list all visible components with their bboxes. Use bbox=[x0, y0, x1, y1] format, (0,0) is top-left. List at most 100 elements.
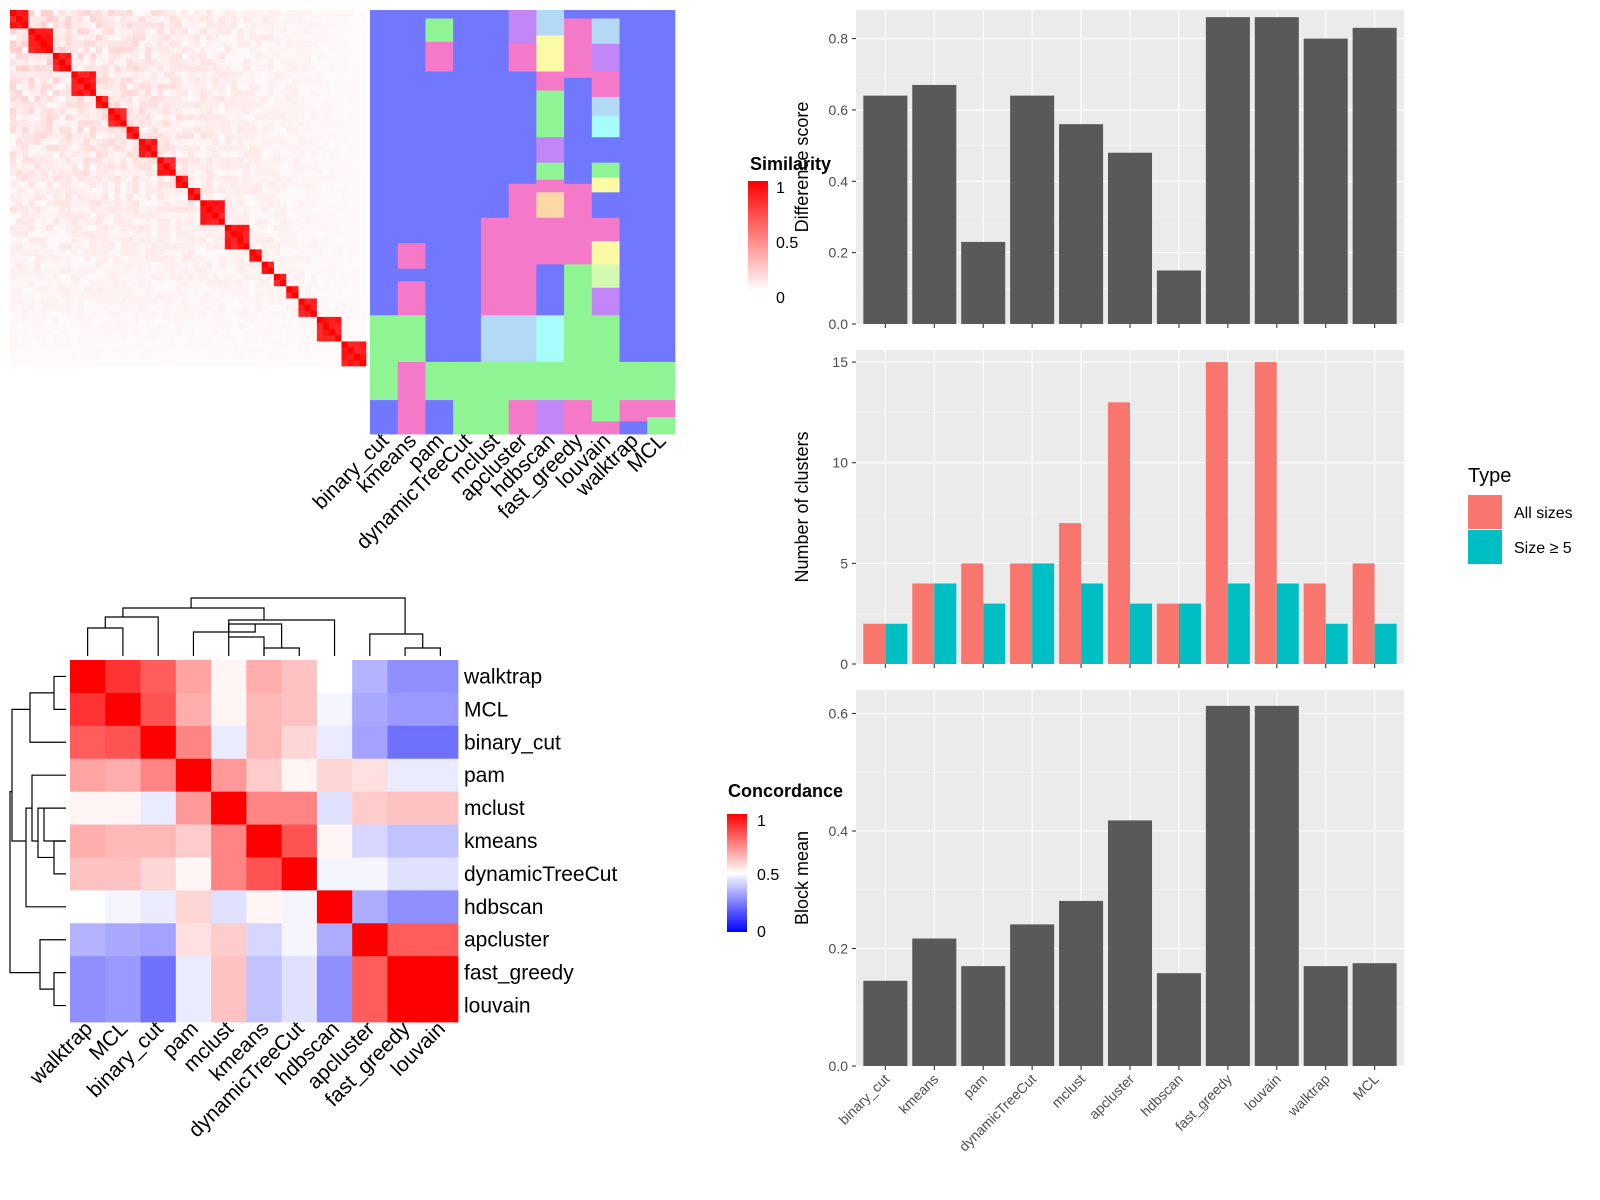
similarity-cell bbox=[310, 292, 318, 299]
similarity-cell bbox=[108, 89, 115, 97]
similarity-cell bbox=[108, 28, 115, 35]
similarity-cell bbox=[126, 71, 134, 78]
similarity-cell bbox=[255, 138, 263, 146]
similarity-cell bbox=[169, 46, 177, 54]
similarity-cell bbox=[34, 206, 42, 213]
similarity-cell bbox=[169, 138, 177, 146]
similarity-cell bbox=[310, 40, 318, 48]
similarity-cell bbox=[65, 83, 72, 91]
similarity-cell bbox=[77, 157, 85, 164]
similarity-cell bbox=[120, 347, 127, 355]
similarity-cell bbox=[34, 163, 42, 170]
similarity-cell bbox=[273, 151, 281, 158]
similarity-cell bbox=[40, 65, 48, 72]
similarity-cell bbox=[267, 145, 275, 152]
similarity-cell bbox=[347, 46, 355, 54]
similarity-cell bbox=[310, 65, 318, 72]
similarity-cell bbox=[28, 237, 35, 244]
cluster-cell bbox=[564, 10, 593, 19]
similarity-cell bbox=[145, 71, 152, 78]
similarity-cell bbox=[108, 353, 115, 361]
similarity-cell bbox=[188, 347, 195, 355]
similarity-cell bbox=[273, 138, 281, 146]
similarity-cell bbox=[249, 138, 256, 146]
similarity-cell bbox=[16, 249, 23, 256]
similarity-cell bbox=[157, 237, 164, 244]
similarity-cell bbox=[28, 89, 35, 97]
similarity-cell bbox=[89, 341, 97, 348]
similarity-cell bbox=[40, 28, 48, 35]
concordance-cell bbox=[246, 791, 283, 825]
similarity-cell bbox=[132, 71, 140, 78]
similarity-cell bbox=[40, 298, 48, 305]
similarity-cell bbox=[286, 157, 293, 164]
similarity-cell bbox=[249, 206, 256, 213]
similarity-cell bbox=[359, 353, 367, 361]
similarity-cell bbox=[188, 114, 195, 121]
similarity-cell bbox=[77, 200, 85, 207]
similarity-cell bbox=[200, 83, 207, 91]
similarity-cell bbox=[120, 341, 127, 348]
dendrogram-link bbox=[192, 624, 256, 656]
similarity-cell bbox=[224, 200, 232, 207]
cluster-cell bbox=[508, 183, 537, 219]
x-tick-label: kmeans bbox=[895, 1071, 941, 1117]
similarity-cell bbox=[52, 151, 60, 158]
similarity-cell bbox=[22, 292, 29, 299]
similarity-cell bbox=[292, 10, 299, 17]
similarity-cell bbox=[28, 200, 35, 207]
similarity-cell bbox=[292, 206, 299, 213]
similarity-cell bbox=[323, 10, 330, 17]
bar bbox=[1352, 963, 1397, 1066]
similarity-cell bbox=[175, 175, 183, 183]
similarity-cell bbox=[316, 273, 324, 281]
similarity-cell bbox=[77, 212, 85, 220]
similarity-cell bbox=[273, 304, 281, 312]
similarity-cell bbox=[151, 163, 158, 170]
similarity-cell bbox=[46, 22, 54, 29]
similarity-cell bbox=[194, 329, 201, 336]
similarity-cell bbox=[34, 95, 42, 103]
similarity-cell bbox=[22, 52, 29, 60]
similarity-cell bbox=[120, 40, 127, 48]
similarity-cell bbox=[52, 40, 60, 48]
similarity-cell bbox=[169, 120, 177, 127]
similarity-cell bbox=[261, 224, 269, 232]
bar bbox=[1205, 17, 1250, 324]
similarity-cell bbox=[237, 181, 244, 189]
similarity-cell bbox=[59, 188, 66, 195]
similarity-cell bbox=[175, 249, 183, 256]
similarity-cell bbox=[255, 310, 263, 318]
similarity-cell bbox=[114, 175, 121, 183]
similarity-cell bbox=[120, 102, 127, 109]
similarity-cell bbox=[16, 120, 23, 127]
similarity-cell bbox=[298, 114, 305, 121]
similarity-cell bbox=[237, 157, 244, 164]
similarity-cell bbox=[175, 292, 183, 299]
similarity-cell bbox=[102, 249, 109, 256]
similarity-cell bbox=[46, 102, 54, 109]
similarity-cell bbox=[316, 95, 324, 103]
similarity-cell bbox=[335, 261, 342, 269]
similarity-cell bbox=[59, 310, 66, 318]
similarity-cell bbox=[145, 169, 152, 177]
similarity-cell bbox=[212, 157, 220, 164]
similarity-cell bbox=[304, 157, 312, 164]
similarity-cell bbox=[243, 249, 250, 256]
similarity-cell bbox=[194, 71, 201, 78]
concordance-cell bbox=[281, 857, 318, 891]
bar bbox=[1205, 362, 1228, 664]
similarity-cell bbox=[71, 194, 78, 201]
similarity-cell bbox=[243, 89, 250, 97]
similarity-cell bbox=[359, 212, 367, 220]
similarity-cell bbox=[200, 347, 207, 355]
similarity-cell bbox=[261, 157, 269, 164]
similarity-cell bbox=[46, 163, 54, 170]
similarity-cell bbox=[304, 169, 312, 177]
similarity-cell bbox=[138, 52, 146, 60]
similarity-cell bbox=[359, 200, 367, 207]
similarity-cell bbox=[65, 151, 72, 158]
similarity-cell bbox=[145, 114, 152, 121]
similarity-cell bbox=[77, 46, 85, 54]
similarity-cell bbox=[243, 138, 250, 146]
